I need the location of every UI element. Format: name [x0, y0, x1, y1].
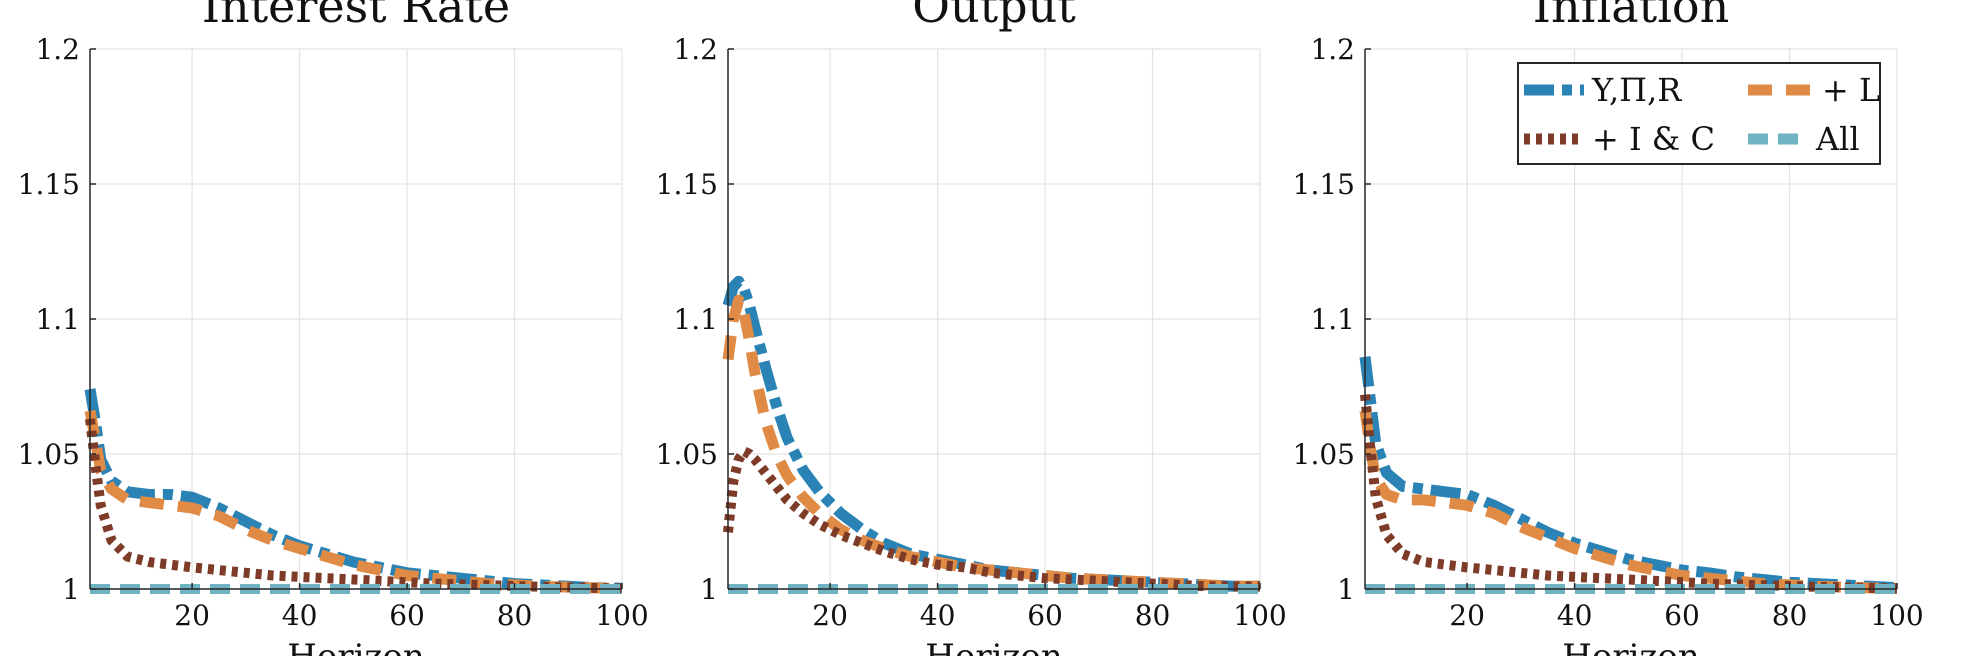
panel-title: Interest Rate: [202, 0, 510, 33]
x-tick-label: 100: [1233, 599, 1286, 632]
x-tick-label: 100: [1870, 599, 1923, 632]
y-tick-label: 1.2: [673, 33, 718, 66]
x-tick-label: 40: [282, 599, 318, 632]
legend-label: + I & C: [1592, 120, 1715, 158]
legend-entry-plus-l: + L: [1748, 71, 1880, 109]
panel-title: Inflation: [1533, 0, 1729, 33]
x-tick-label: 60: [389, 599, 425, 632]
y-tick-label: 1.1: [673, 303, 718, 336]
y-tick-label: 1.05: [18, 438, 80, 471]
x-tick-label: 40: [1557, 599, 1593, 632]
x-tick-label: 20: [1449, 599, 1485, 632]
panel-title: Output: [912, 0, 1076, 33]
series-line-plus-i-c: [723, 446, 1260, 592]
y-tick-label: 1.05: [1293, 438, 1355, 471]
legend-label: + L: [1822, 71, 1880, 109]
y-tick-label: 1.15: [656, 168, 718, 201]
legend: Y,Π,R + L + I & C All: [1517, 62, 1881, 165]
legend-entry-plus-i-c: + I & C: [1524, 120, 1715, 158]
panel-output: Output 1 1.05 1.1 1.15 1.2 20 40 60 80 100 Horizo…: [656, 0, 1287, 656]
x-tick-label: 80: [1772, 599, 1808, 632]
panel-interest-rate: Interest Rate 1 1.05 1.1 1.15 1.2 20 40 60 80 100…: [18, 0, 649, 656]
y-tick-label: 1.15: [1293, 168, 1355, 201]
x-axis-label: Horizon: [287, 637, 425, 656]
x-axis-label: Horizon: [925, 637, 1063, 656]
x-tick-label: 20: [812, 599, 848, 632]
y-tick-label: 1.2: [1310, 33, 1355, 66]
y-tick-label: 1: [62, 573, 80, 606]
legend-entry-y-pi-r: Y,Π,R: [1524, 71, 1682, 109]
plot-area: 1 1.05 1.1 1.15 1.2 20 40 60 80 100: [18, 33, 649, 632]
x-tick-label: 80: [1135, 599, 1171, 632]
x-tick-label: 60: [1027, 599, 1063, 632]
x-tick-label: 60: [1664, 599, 1700, 632]
x-tick-label: 20: [174, 599, 210, 632]
x-tick-label: 40: [920, 599, 956, 632]
y-tick-label: 1: [700, 573, 718, 606]
y-tick-label: 1.1: [1310, 303, 1355, 336]
y-tick-label: 1.2: [35, 33, 80, 66]
legend-label: Y,Π,R: [1591, 71, 1682, 109]
y-tick-label: 1.1: [35, 303, 80, 336]
x-tick-label: 100: [595, 599, 648, 632]
legend-entry-all: All: [1748, 120, 1860, 158]
x-tick-label: 80: [497, 599, 533, 632]
legend-box: [1517, 62, 1881, 165]
x-axis-label: Horizon: [1562, 637, 1700, 656]
y-tick-label: 1.05: [656, 438, 718, 471]
y-tick-label: 1.15: [18, 168, 80, 201]
legend-label: All: [1815, 120, 1860, 158]
y-tick-label: 1: [1337, 573, 1355, 606]
plot-area: 1 1.05 1.1 1.15 1.2 20 40 60 80 100: [656, 33, 1287, 632]
